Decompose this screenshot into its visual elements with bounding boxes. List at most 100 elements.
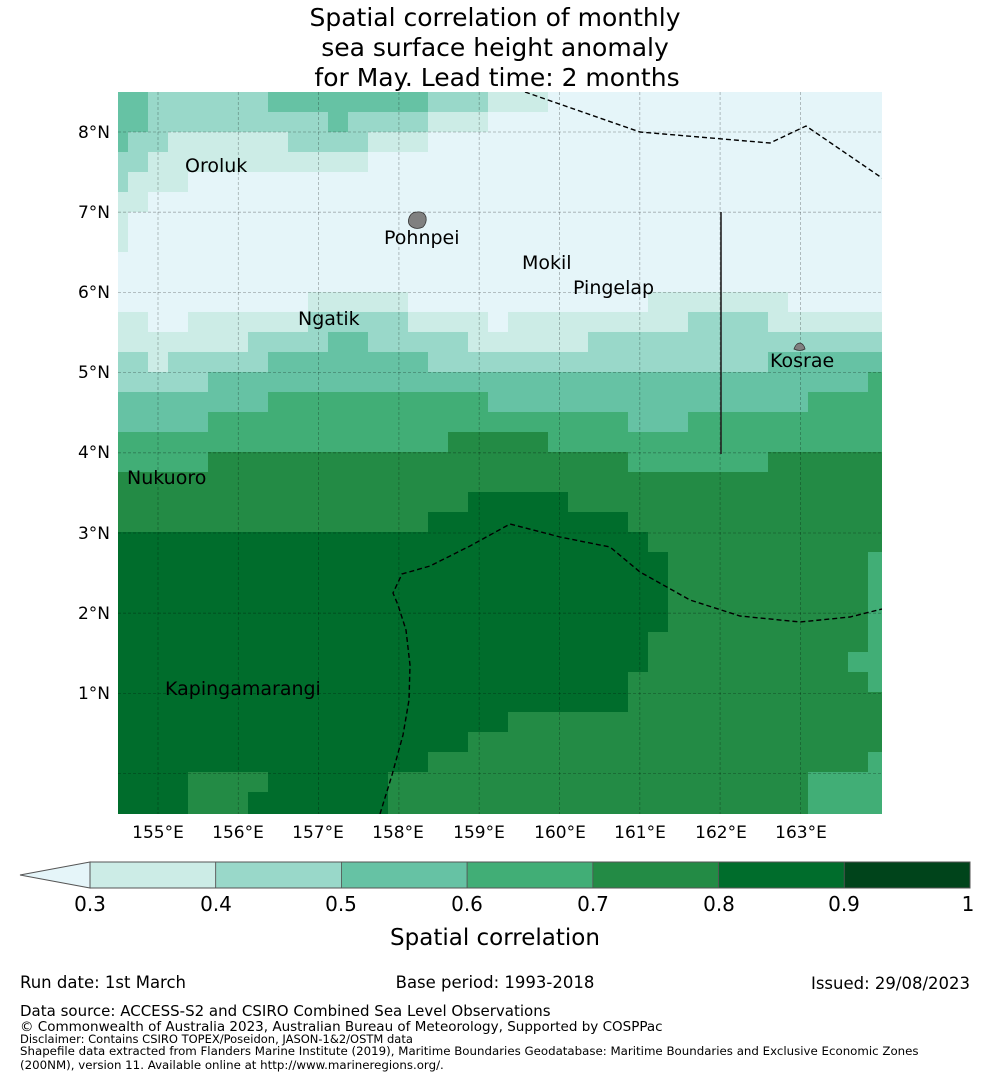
heatmap-cell <box>628 672 868 692</box>
graticule <box>118 92 882 814</box>
heatmap-cell <box>468 492 568 512</box>
heatmap-cell <box>118 552 668 572</box>
colorbar-segment <box>341 861 468 889</box>
heatmap-cell <box>268 352 428 372</box>
heatmap-cell <box>118 372 208 392</box>
lon-tick-label: 157°E <box>292 823 344 843</box>
heatmap-cell <box>668 572 868 592</box>
heatmap-cell <box>208 412 628 432</box>
heatmap-cell <box>468 332 488 352</box>
heatmap-cell <box>118 612 668 632</box>
lat-tick-label: 8°N <box>78 123 110 143</box>
heatmap-cell <box>368 132 428 152</box>
heatmap-cell <box>118 432 448 452</box>
heatmap-cell <box>768 312 882 332</box>
colorbar-segment <box>843 861 971 889</box>
heatmap-cell <box>588 332 882 352</box>
heatmap-cell <box>648 652 848 672</box>
place-label-kapingamarangi: Kapingamarangi <box>165 678 321 700</box>
colorbar: 0.3 0.4 0.5 0.6 0.7 0.8 0.9 1 Spatial co… <box>19 861 975 951</box>
heatmap-cell <box>268 772 388 792</box>
heatmap-cell <box>488 92 548 112</box>
heatmap-cell <box>548 432 882 452</box>
heatmap-cell <box>208 452 628 472</box>
run-date: Run date: 1st March <box>20 973 186 992</box>
heatmap-cell <box>508 312 688 332</box>
heatmap-cell <box>808 772 882 792</box>
heatmap-cell <box>128 232 882 252</box>
lon-tick-label: 159°E <box>453 823 505 843</box>
heatmap-cell <box>868 632 882 652</box>
heatmap-cell <box>488 332 588 352</box>
heatmap-cell <box>128 212 882 232</box>
heatmap-cell <box>118 712 508 732</box>
map-area: Oroluk Pohnpei Mokil Pingelap Ngatik Kos… <box>118 92 882 814</box>
shapefile-credit-line-1: Shapefile data extracted from Flanders M… <box>20 1044 919 1058</box>
lon-tick-label: 156°E <box>212 823 264 843</box>
lon-tick-label: 158°E <box>372 823 424 843</box>
heatmap-cell <box>118 572 668 592</box>
heatmap-cell <box>118 292 308 312</box>
heatmap-cell <box>118 412 208 432</box>
heatmap-cell <box>408 312 488 332</box>
heatmap-cell <box>868 672 882 692</box>
heatmap-cell <box>118 312 148 332</box>
longitude-labels: 155°E 156°E 157°E 158°E 159°E 160°E 161°… <box>132 823 827 843</box>
heatmap-cell <box>328 112 348 132</box>
heatmap-cell <box>648 292 788 312</box>
title-line-1: Spatial correlation of monthly <box>309 3 680 32</box>
colorbar-tick: 1 <box>962 892 975 916</box>
latitude-labels: 8°N 7°N 6°N 5°N 4°N 3°N 2°N 1°N <box>78 123 110 704</box>
heatmap-cell <box>308 292 408 312</box>
heatmap-cell <box>868 752 882 772</box>
heatmap-cell <box>168 352 268 372</box>
heatmap-cell <box>188 792 248 814</box>
heatmap-cell <box>168 132 288 152</box>
lat-tick-label: 5°N <box>78 363 110 383</box>
heatmap-cell <box>118 452 208 472</box>
colorbar-tick: 0.3 <box>74 892 106 916</box>
colorbar-segment <box>466 861 594 889</box>
colorbar-frame <box>89 861 971 889</box>
heatmap-cell <box>268 392 488 412</box>
heatmap-cell <box>118 272 882 292</box>
heatmap-cell <box>848 652 882 672</box>
lon-tick-label: 162°E <box>695 823 747 843</box>
colorbar-tick: 0.4 <box>200 892 232 916</box>
colorbar-label: Spatial correlation <box>390 925 600 951</box>
heatmap-cell <box>118 752 428 772</box>
heatmap-cell <box>468 732 882 752</box>
heatmap-cell <box>148 352 168 372</box>
lon-tick-label: 155°E <box>132 823 184 843</box>
title-line-3: for May. Lead time: 2 months <box>314 63 679 92</box>
heatmap-cell <box>348 112 428 132</box>
heatmap-cell <box>248 332 328 352</box>
copyright: © Commonwealth of Australia 2023, Austra… <box>20 1019 663 1035</box>
lat-tick-label: 7°N <box>78 203 110 223</box>
colorbar-tick: 0.6 <box>451 892 483 916</box>
heatmap-cell <box>118 592 668 612</box>
heatmap-cell <box>688 312 768 332</box>
lat-tick-label: 1°N <box>78 684 110 704</box>
heatmap-cell <box>148 312 188 332</box>
heatmap-cell <box>428 512 628 532</box>
place-label-pingelap: Pingelap <box>573 277 654 299</box>
heatmap-cell <box>768 352 882 372</box>
heatmap-cell <box>118 352 148 372</box>
heatmap-cell <box>188 772 268 792</box>
heatmap-cell <box>648 532 882 552</box>
heatmap-cell <box>118 332 248 352</box>
shapefile-credit-line-2: (200NM), version 11. Available online at… <box>20 1058 444 1072</box>
heatmap-cell <box>628 412 688 432</box>
heatmap-cell <box>248 792 388 814</box>
heatmap-cell <box>118 232 128 252</box>
data-source: Data source: ACCESS-S2 and CSIRO Combine… <box>20 1002 551 1020</box>
heatmap-cell <box>118 472 882 492</box>
heatmap-cell <box>208 372 868 392</box>
heatmap-cell <box>648 632 868 652</box>
heatmap-cell <box>118 92 148 112</box>
heatmap-cell <box>118 732 468 752</box>
heatmap <box>118 92 882 814</box>
heatmap-cell <box>808 392 882 412</box>
place-label-ngatik: Ngatik <box>298 308 360 330</box>
